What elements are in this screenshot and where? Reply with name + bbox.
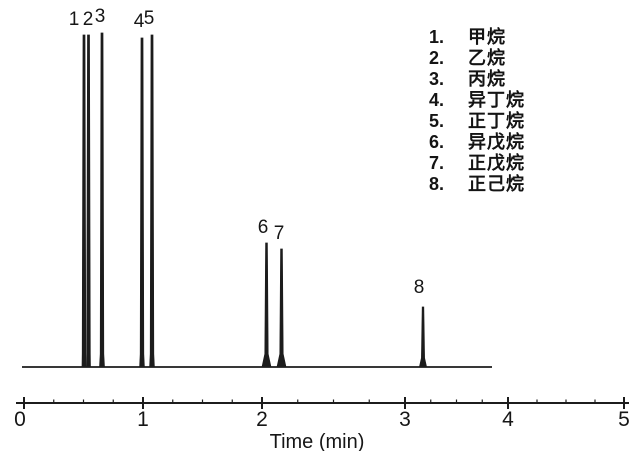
peak-3 — [99, 32, 105, 368]
legend-item-3: 3. 丙烷 — [429, 69, 525, 90]
legend-number: 3. — [429, 69, 445, 89]
peak-legend: 1. 甲烷 2. 乙烷 3. 丙烷 4. 异丁烷 5. 正丁烷 6. 异戊烷 7. 正戊烷 8. 正己烷 — [429, 27, 525, 195]
legend-item-4: 4. 异丁烷 — [429, 90, 525, 111]
peak-number-label-6: 6 — [258, 217, 269, 238]
legend-number: 5. — [429, 111, 445, 131]
legend-item-8: 8. 正己烷 — [429, 174, 525, 195]
legend-number: 2. — [429, 48, 445, 68]
peak-number-label-1: 1 — [69, 9, 80, 30]
legend-number: 7. — [429, 153, 445, 173]
x-tick-label-3: 3 — [399, 408, 411, 431]
legend-compound-name: 乙烷 — [468, 48, 506, 68]
legend-compound-name: 异丁烷 — [468, 90, 525, 110]
peak-number-label-5: 5 — [144, 8, 155, 29]
peak-2 — [86, 34, 91, 368]
peak-number-label-7: 7 — [274, 223, 285, 244]
peak-4 — [139, 37, 145, 368]
peak-number-label-4: 4 — [134, 11, 145, 32]
peak-number-label-3: 3 — [95, 6, 106, 27]
x-tick-label-4: 4 — [502, 408, 514, 431]
legend-number: 8. — [429, 174, 445, 194]
legend-compound-name: 异戊烷 — [468, 132, 525, 152]
x-tick-label-0: 0 — [14, 408, 26, 431]
peak-number-label-8: 8 — [414, 277, 425, 298]
legend-item-6: 6. 异戊烷 — [429, 132, 525, 153]
legend-compound-name: 正戊烷 — [468, 153, 525, 173]
legend-compound-name: 正丁烷 — [468, 111, 525, 131]
x-tick-label-1: 1 — [137, 408, 149, 431]
peak-1 — [81, 34, 87, 368]
legend-item-7: 7. 正戊烷 — [429, 153, 525, 174]
peak-7 — [276, 248, 287, 368]
legend-number: 6. — [429, 132, 445, 152]
legend-number: 1. — [429, 27, 445, 47]
legend-compound-name: 甲烷 — [468, 27, 506, 47]
peak-5 — [149, 34, 155, 368]
x-tick-label-5: 5 — [618, 408, 630, 431]
legend-item-1: 1. 甲烷 — [429, 27, 525, 48]
peak-number-label-2: 2 — [83, 9, 94, 30]
x-tick-label-2: 2 — [256, 408, 268, 431]
x-axis-title: Time (min) — [270, 431, 365, 451]
peak-8 — [418, 306, 428, 368]
legend-compound-name: 丙烷 — [468, 69, 506, 89]
legend-number: 4. — [429, 90, 445, 110]
legend-compound-name: 正己烷 — [468, 174, 525, 194]
peak-6 — [261, 242, 272, 368]
legend-item-2: 2. 乙烷 — [429, 48, 525, 69]
legend-item-5: 5. 正丁烷 — [429, 111, 525, 132]
